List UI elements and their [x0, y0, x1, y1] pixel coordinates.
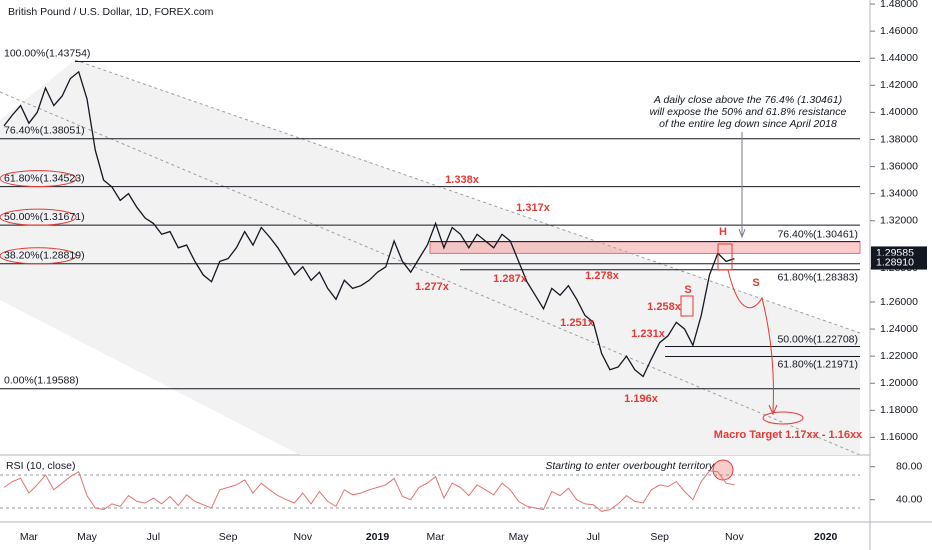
y-tick-label: 1.24000	[880, 323, 918, 335]
note: A daily close above the 76.4% (1.30461)	[653, 94, 842, 106]
fib-label: 38.20%(1.28819)	[4, 250, 85, 262]
fib-label: 50.00%(1.22708)	[777, 333, 858, 345]
channel-upper	[74, 59, 861, 334]
x-tick-label: Nov	[725, 531, 744, 543]
note-arrowhead	[738, 228, 746, 239]
rsi-title: RSI (10, close)	[6, 460, 75, 472]
y-tick-label: 1.46000	[880, 25, 918, 37]
y-tick-label: 1.36000	[880, 160, 918, 172]
x-tick-label: Jul	[587, 531, 600, 543]
fib-label: 50.00%(1.31671)	[4, 211, 85, 223]
x-tick-label: Mar	[427, 531, 446, 543]
fib-label: 61.80%(1.34523)	[4, 172, 85, 184]
x-tick-label: 2019	[366, 531, 390, 543]
fib-label: 76.40%(1.30461)	[777, 228, 858, 240]
x-tick-label: Nov	[293, 531, 312, 543]
head-box	[717, 243, 733, 271]
price-badge	[871, 255, 927, 270]
annotation: 1.277x	[415, 281, 450, 293]
fib-ellipse	[0, 208, 77, 226]
fib-ellipse	[0, 247, 77, 265]
x-tick-label: May	[509, 531, 530, 543]
price-badge-label: 1.28910	[876, 256, 914, 268]
x-tick-label: 2020	[814, 531, 838, 543]
note: will expose the 50% and 61.8% resistance	[650, 106, 847, 118]
y-tick-label: 1.22000	[880, 350, 918, 362]
annotation: Macro Target 1.17xx - 1.16xx	[714, 429, 863, 441]
y-tick-label: 1.44000	[880, 52, 918, 64]
channel-fill	[0, 60, 860, 455]
annotation: H	[719, 226, 727, 238]
annotation: 1.338x	[445, 174, 480, 186]
annotation: 1.287x	[493, 273, 528, 285]
rsi-line	[3, 470, 735, 512]
y-tick-label: 1.16000	[880, 431, 918, 443]
y-tick-label: 1.20000	[880, 377, 918, 389]
annotation: 1.251x	[560, 317, 595, 329]
x-tick-label: Mar	[20, 531, 39, 543]
shoulder-box	[680, 295, 694, 317]
x-tick-label: Sep	[219, 531, 238, 543]
rsi-tick-label: 40.00	[896, 494, 922, 506]
annotation: 1.317x	[516, 202, 551, 214]
fib-label: 61.80%(1.28383)	[777, 271, 858, 283]
price-line	[3, 70, 735, 378]
annotation: 1.231x	[631, 328, 666, 340]
y-tick-label: 1.18000	[880, 404, 918, 416]
x-tick-label: May	[77, 531, 98, 543]
projection-arrowhead	[768, 404, 778, 416]
rsi-highlight	[712, 459, 734, 481]
annotation: 1.196x	[624, 393, 659, 405]
annotation: S	[752, 277, 759, 289]
x-tick-label: Jul	[147, 531, 160, 543]
note: of the entire leg down since April 2018	[659, 118, 837, 130]
chart-title: British Pound / U.S. Dollar, 1D, FOREX.c…	[8, 6, 214, 18]
layer	[0, 61, 861, 390]
annotation: 1.258x	[647, 301, 682, 313]
y-tick-label: 1.26000	[880, 296, 918, 308]
y-tick-label: 1.38000	[880, 133, 918, 145]
annotation: S	[684, 284, 691, 296]
fib-label: 61.80%(1.21971)	[777, 358, 858, 370]
fib-ellipse	[0, 170, 77, 188]
annotation: 1.278x	[585, 270, 620, 282]
projection-path	[727, 269, 774, 413]
x-tick-label: Sep	[650, 531, 669, 543]
y-tick-label: 1.32000	[880, 215, 918, 227]
fib-label: 100.00%(1.43754)	[4, 47, 90, 59]
rsi-tick-label: 80.00	[896, 461, 922, 473]
y-tick-label: 1.42000	[880, 79, 918, 91]
fib-label: 76.40%(1.38051)	[4, 125, 85, 137]
y-tick-label: 1.34000	[880, 187, 918, 199]
rsi-note: Starting to enter overbought territory	[545, 460, 714, 472]
y-tick-label: 1.40000	[880, 106, 918, 118]
fib-label: 0.00%(1.19588)	[4, 375, 79, 387]
target-ellipse	[762, 411, 804, 425]
y-tick-label: 1.48000	[880, 0, 918, 10]
